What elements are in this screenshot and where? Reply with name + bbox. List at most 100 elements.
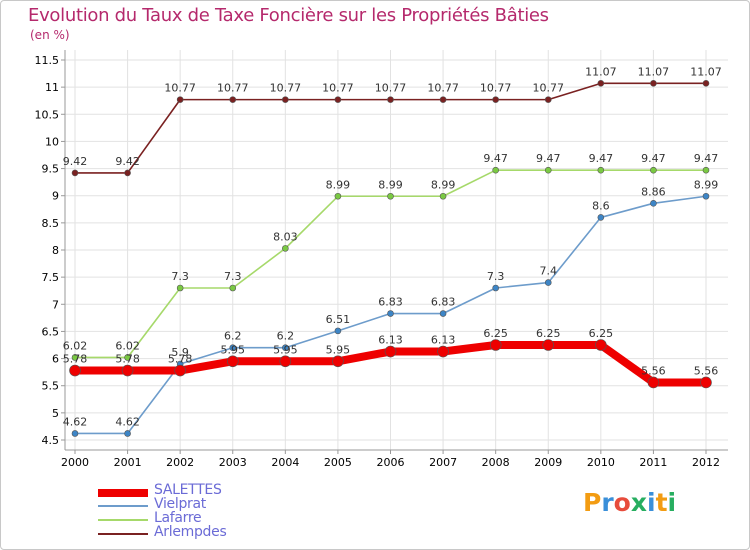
y-tick-label: 5.5	[42, 380, 60, 393]
data-label-salettes: 5.56	[641, 364, 666, 377]
data-point-arlempdes	[124, 169, 131, 177]
logo-letter: o	[613, 488, 631, 517]
data-point-salettes	[226, 355, 239, 368]
data-point-arlempdes	[387, 96, 394, 103]
x-tick-label: 2000	[61, 456, 89, 469]
y-tick-label: 7	[52, 298, 59, 311]
data-label-lafarre: 8.99	[326, 178, 351, 191]
data-point-lafarre	[176, 284, 184, 292]
data-point-arlempdes	[229, 96, 237, 103]
data-label-vielprat: 7.4	[540, 265, 558, 278]
logo-letter: i	[667, 488, 677, 517]
data-point-vielprat	[387, 310, 394, 317]
y-tick-label: 8	[52, 244, 59, 257]
legend-swatch-vielprat	[98, 505, 148, 507]
data-label-vielprat: 8.86	[641, 185, 666, 198]
legend-label-lafarre: Lafarre	[154, 510, 202, 526]
data-point-salettes	[69, 364, 81, 377]
data-label-vielprat: 6.83	[378, 296, 403, 309]
data-label-lafarre: 7.3	[224, 270, 242, 283]
data-point-lafarre	[229, 284, 237, 292]
data-label-arlempdes: 10.77	[322, 82, 354, 95]
data-label-arlempdes: 10.77	[164, 82, 196, 95]
data-label-salettes: 6.13	[431, 334, 456, 347]
logo-letter: x	[630, 488, 647, 517]
data-point-arlempdes	[702, 80, 710, 87]
data-label-lafarre: 9.47	[536, 152, 561, 165]
data-point-vielprat	[597, 214, 605, 221]
data-point-lafarre	[71, 354, 79, 361]
data-point-lafarre	[124, 354, 131, 361]
data-label-arlempdes: 10.77	[270, 82, 302, 95]
data-label-vielprat: 8.99	[694, 178, 719, 191]
data-point-vielprat	[229, 344, 237, 352]
data-point-salettes	[174, 364, 186, 377]
y-tick-label: 4.5	[42, 434, 60, 447]
data-label-arlempdes: 10.77	[375, 82, 407, 95]
data-label-arlempdes: 10.77	[480, 82, 512, 95]
data-label-arlempdes: 11.07	[638, 65, 670, 78]
data-point-vielprat	[544, 279, 552, 286]
data-label-vielprat: 8.6	[592, 199, 610, 212]
data-point-arlempdes	[176, 96, 184, 103]
chart-title: Evolution du Taux de Taxe Foncière sur l…	[28, 5, 549, 26]
legend-swatch-lafarre	[98, 519, 148, 521]
x-tick-label: 2007	[429, 456, 457, 469]
logo-letter: i	[647, 488, 656, 517]
data-point-salettes	[332, 355, 344, 368]
data-label-lafarre: 6.02	[115, 339, 140, 352]
data-label-vielprat: 6.2	[277, 330, 295, 343]
data-point-lafarre	[650, 166, 657, 174]
data-label-arlempdes: 10.77	[427, 82, 459, 95]
x-tick-label: 2001	[114, 456, 142, 469]
data-label-lafarre: 8.99	[378, 178, 403, 191]
data-point-arlempdes	[71, 169, 79, 177]
data-label-arlempdes: 9.42	[115, 155, 140, 168]
data-point-salettes	[384, 345, 397, 358]
y-tick-label: 8.5	[42, 217, 60, 230]
x-tick-label: 2006	[377, 456, 405, 469]
data-point-salettes	[279, 355, 292, 368]
data-point-vielprat	[702, 192, 710, 200]
data-label-vielprat: 6.83	[431, 296, 456, 309]
data-label-arlempdes: 10.77	[217, 82, 249, 95]
data-point-vielprat	[282, 344, 289, 352]
data-point-arlempdes	[597, 80, 605, 87]
data-point-lafarre	[334, 192, 342, 200]
data-label-arlempdes: 11.07	[690, 65, 722, 78]
x-tick-label: 2004	[271, 456, 299, 469]
legend-swatch-salettes	[98, 489, 148, 497]
y-tick-label: 11.5	[35, 54, 60, 67]
data-point-salettes	[700, 376, 712, 389]
x-tick-label: 2009	[534, 456, 562, 469]
data-label-salettes: 6.13	[378, 334, 403, 347]
data-label-lafarre: 9.47	[694, 152, 719, 165]
data-label-salettes: 5.78	[168, 353, 193, 366]
legend-swatch-arlempdes	[98, 533, 148, 535]
data-label-lafarre: 7.3	[171, 270, 189, 283]
y-tick-label: 6.5	[42, 325, 60, 338]
legend-label-vielprat: Vielprat	[154, 496, 206, 512]
data-label-vielprat: 6.51	[326, 313, 351, 326]
data-label-salettes: 5.56	[694, 364, 719, 377]
data-point-vielprat	[650, 200, 657, 207]
data-point-arlempdes	[650, 80, 657, 87]
data-label-salettes: 5.95	[326, 343, 351, 356]
x-tick-label: 2008	[482, 456, 510, 469]
y-tick-label: 5	[52, 407, 59, 420]
x-tick-label: 2010	[587, 456, 615, 469]
data-point-salettes	[489, 339, 502, 351]
legend-label-arlempdes: Arlempdes	[154, 524, 227, 540]
y-tick-label: 11	[45, 81, 59, 94]
data-point-salettes	[647, 376, 660, 389]
data-label-arlempdes: 10.77	[533, 82, 565, 95]
y-tick-label: 6	[52, 353, 59, 366]
data-point-arlempdes	[334, 96, 342, 103]
data-label-lafarre: 9.47	[641, 152, 666, 165]
y-tick-label: 10.5	[35, 108, 60, 121]
data-label-lafarre: 8.99	[431, 178, 456, 191]
data-label-salettes: 6.25	[536, 327, 561, 340]
data-label-arlempdes: 11.07	[585, 65, 617, 78]
y-tick-label: 9.5	[42, 163, 60, 176]
legend-label-salettes: SALETTES	[154, 482, 222, 498]
